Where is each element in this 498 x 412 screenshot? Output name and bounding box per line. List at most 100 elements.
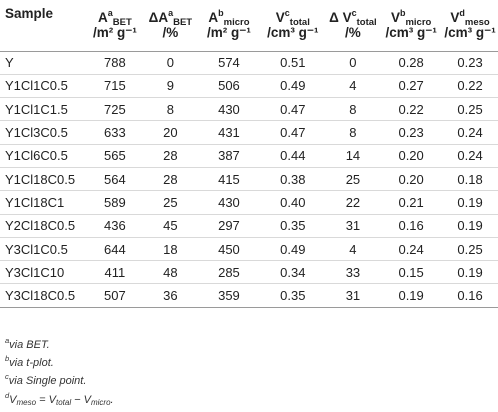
porosity-data-table: Sample AaBET /m² g⁻¹ ΔAaBET /% Abmicro /… [0, 0, 498, 308]
table-row: Y1Cl18C0.5 564 28 415 0.38 25 0.20 0.18 [0, 166, 498, 191]
cell-amicro: 387 [198, 143, 260, 168]
col-header-sample: Sample [5, 6, 54, 21]
table-footnotes: avia BET. bvia t-plot. cvia Single point… [5, 336, 114, 409]
cell-sample: Y1Cl1C0.5 [0, 73, 88, 98]
cell-vmicro: 0.21 [380, 190, 443, 215]
col-header-dvtotal: Δ Vctotal /% [326, 0, 380, 51]
cell-vmicro: 0.20 [380, 166, 443, 191]
footnote-c: cvia Single point. [5, 372, 87, 388]
amicro-symbol: Abmicro [208, 8, 250, 29]
cell-vtotal: 0.49 [259, 73, 326, 98]
col-header-vtotal: Vctotal /cm³ g⁻¹ [260, 0, 326, 51]
cell-vtotal: 0.44 [259, 143, 326, 168]
cell-sample: Y1Cl18C1 [0, 190, 88, 215]
footnote-b: bvia t-plot. [5, 354, 54, 370]
cell-dvtotal: 8 [325, 97, 381, 121]
cell-amicro: 430 [198, 97, 260, 121]
cell-abet: 788 [87, 50, 143, 75]
cell-vtotal: 0.47 [259, 120, 326, 145]
table-row: Y3Cl18C0.5 507 36 359 0.35 31 0.19 0.16 [0, 283, 498, 308]
cell-dabet: 20 [142, 120, 199, 145]
cell-amicro: 450 [198, 236, 260, 261]
cell-abet: 436 [87, 213, 143, 238]
cell-vmicro: 0.23 [380, 120, 443, 145]
cell-sample: Y3Cl1C0.5 [0, 236, 88, 261]
cell-vtotal: 0.40 [259, 190, 326, 215]
cell-abet: 589 [87, 190, 143, 215]
cell-dvtotal: 4 [325, 73, 381, 98]
cell-amicro: 430 [198, 190, 260, 215]
table-row: Y1Cl6C0.5 565 28 387 0.44 14 0.20 0.24 [0, 143, 498, 168]
table-row: Y 788 0 574 0.51 0 0.28 0.23 [0, 50, 498, 75]
table-row: Y3Cl1C0.5 644 18 450 0.49 4 0.24 0.25 [0, 236, 498, 261]
header-row: Sample AaBET /m² g⁻¹ ΔAaBET /% Abmicro /… [0, 0, 498, 51]
cell-abet: 507 [87, 283, 143, 308]
cell-abet: 644 [87, 236, 143, 261]
footnote-a: avia BET. [5, 336, 50, 351]
cell-amicro: 506 [198, 73, 260, 98]
col-header-dabet: ΔAaBET /% [143, 0, 198, 51]
amicro-unit: /m² g⁻¹ [207, 25, 251, 41]
vmeso-symbol: Vdmeso [450, 8, 490, 29]
cell-sample: Y3Cl18C0.5 [0, 283, 88, 308]
cell-sample: Y [0, 50, 88, 75]
cell-dvtotal: 0 [325, 50, 381, 75]
cell-vtotal: 0.38 [259, 166, 326, 191]
dabet-unit: /% [162, 25, 179, 41]
vtotal-symbol: Vctotal [275, 8, 310, 29]
cell-sample: Y2Cl18C0.5 [0, 213, 88, 238]
dabet-symbol: ΔAaBET [148, 8, 193, 29]
cell-dabet: 8 [142, 97, 199, 121]
cell-vtotal: 0.51 [259, 50, 326, 75]
cell-vmeso: 0.18 [442, 166, 498, 191]
cell-dvtotal: 22 [325, 190, 381, 215]
col-header-vmeso: Vdmeso /cm³ g⁻¹ [442, 0, 498, 51]
cell-vmicro: 0.22 [380, 97, 443, 121]
vmicro-unit: /cm³ g⁻¹ [385, 25, 437, 41]
cell-dvtotal: 33 [325, 260, 381, 284]
dvtotal-unit: /% [345, 25, 361, 41]
cell-amicro: 359 [198, 283, 260, 308]
col-header-amicro: Abmicro /m² g⁻¹ [198, 0, 260, 51]
cell-dvtotal: 25 [325, 166, 381, 191]
cell-vmicro: 0.19 [380, 283, 443, 308]
cell-vmicro: 0.24 [380, 236, 443, 261]
abet-unit: /m² g⁻¹ [92, 25, 137, 41]
cell-vmeso: 0.22 [442, 73, 498, 98]
cell-dvtotal: 14 [325, 143, 381, 168]
cell-abet: 715 [87, 73, 143, 98]
cell-vmeso: 0.25 [442, 97, 498, 121]
cell-vmeso: 0.24 [442, 143, 498, 168]
table-header: Sample AaBET /m² g⁻¹ ΔAaBET /% Abmicro /… [0, 0, 498, 51]
cell-vmeso: 0.19 [442, 260, 498, 284]
cell-vmicro: 0.20 [380, 143, 443, 168]
cell-dvtotal: 31 [325, 283, 381, 308]
cell-vtotal: 0.35 [259, 283, 326, 308]
vtotal-unit: /cm³ g⁻¹ [267, 25, 319, 41]
cell-vtotal: 0.34 [259, 260, 326, 284]
dvtotal-symbol: Δ Vctotal [329, 8, 377, 29]
table-row: Y1Cl3C0.5 633 20 431 0.47 8 0.23 0.24 [0, 120, 498, 145]
cell-vmeso: 0.16 [442, 283, 498, 308]
cell-dabet: 9 [142, 73, 199, 98]
cell-vmeso: 0.23 [442, 50, 498, 75]
cell-sample: Y3Cl1C10 [0, 260, 88, 284]
cell-vtotal: 0.49 [259, 236, 326, 261]
cell-sample: Y1Cl6C0.5 [0, 143, 88, 168]
cell-dvtotal: 8 [325, 120, 381, 145]
table-body: Y 788 0 574 0.51 0 0.28 0.23 Y1Cl1C0.5 7… [0, 50, 498, 308]
abet-symbol: AaBET [98, 8, 132, 29]
col-header-vmicro: Vbmicro /cm³ g⁻¹ [380, 0, 442, 51]
cell-vtotal: 0.47 [259, 97, 326, 121]
cell-amicro: 415 [198, 166, 260, 191]
vmicro-symbol: Vbmicro [390, 8, 432, 29]
cell-abet: 564 [87, 166, 143, 191]
cell-dabet: 36 [142, 283, 199, 308]
cell-vmicro: 0.16 [380, 213, 443, 238]
cell-amicro: 285 [198, 260, 260, 284]
cell-vmeso: 0.19 [442, 213, 498, 238]
cell-amicro: 297 [198, 213, 260, 238]
cell-sample: Y1Cl18C0.5 [0, 166, 88, 191]
cell-amicro: 574 [198, 50, 260, 75]
